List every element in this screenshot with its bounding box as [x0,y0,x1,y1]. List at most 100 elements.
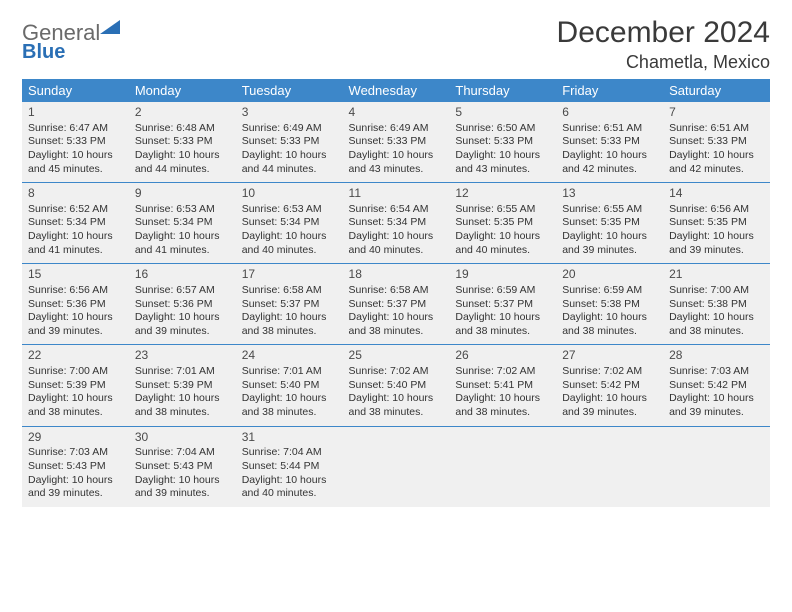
day-number: 4 [349,105,444,121]
sunrise-line: Sunrise: 6:56 AM [28,284,123,298]
day-number: 10 [242,186,337,202]
calendar-cell: 20Sunrise: 6:59 AMSunset: 5:38 PMDayligh… [556,264,663,345]
daylight-line: Daylight: 10 hours and 38 minutes. [455,311,550,338]
sunrise-line: Sunrise: 7:01 AM [242,365,337,379]
sunrise-line: Sunrise: 7:01 AM [135,365,230,379]
daylight-line: Daylight: 10 hours and 38 minutes. [562,311,657,338]
sunrise-line: Sunrise: 7:00 AM [669,284,764,298]
day-number: 9 [135,186,230,202]
day-number: 7 [669,105,764,121]
calendar-cell: 4Sunrise: 6:49 AMSunset: 5:33 PMDaylight… [343,102,450,183]
sunrise-line: Sunrise: 7:03 AM [28,446,123,460]
sunrise-line: Sunrise: 7:02 AM [455,365,550,379]
logo-word-2: Blue [22,42,120,62]
day-number: 11 [349,186,444,202]
day-number: 24 [242,348,337,364]
day-number: 6 [562,105,657,121]
sunset-line: Sunset: 5:35 PM [455,216,550,230]
calendar-cell: 30Sunrise: 7:04 AMSunset: 5:43 PMDayligh… [129,426,236,507]
calendar-week-row: 15Sunrise: 6:56 AMSunset: 5:36 PMDayligh… [22,264,770,345]
daylight-line: Daylight: 10 hours and 42 minutes. [562,149,657,176]
sunrise-line: Sunrise: 6:58 AM [349,284,444,298]
calendar-cell: 22Sunrise: 7:00 AMSunset: 5:39 PMDayligh… [22,345,129,426]
day-header: Friday [556,79,663,102]
header: General Blue December 2024 Chametla, Mex… [22,16,770,73]
daylight-line: Daylight: 10 hours and 38 minutes. [669,311,764,338]
calendar-cell: 29Sunrise: 7:03 AMSunset: 5:43 PMDayligh… [22,426,129,507]
sunrise-line: Sunrise: 6:49 AM [349,122,444,136]
day-header: Tuesday [236,79,343,102]
sunrise-line: Sunrise: 6:51 AM [562,122,657,136]
sunset-line: Sunset: 5:36 PM [135,298,230,312]
daylight-line: Daylight: 10 hours and 38 minutes. [135,392,230,419]
calendar-cell: 25Sunrise: 7:02 AMSunset: 5:40 PMDayligh… [343,345,450,426]
daylight-line: Daylight: 10 hours and 44 minutes. [242,149,337,176]
daylight-line: Daylight: 10 hours and 45 minutes. [28,149,123,176]
day-number: 28 [669,348,764,364]
calendar-week-row: 8Sunrise: 6:52 AMSunset: 5:34 PMDaylight… [22,183,770,264]
calendar-cell: 12Sunrise: 6:55 AMSunset: 5:35 PMDayligh… [449,183,556,264]
calendar-cell: 11Sunrise: 6:54 AMSunset: 5:34 PMDayligh… [343,183,450,264]
daylight-line: Daylight: 10 hours and 43 minutes. [349,149,444,176]
sunset-line: Sunset: 5:34 PM [349,216,444,230]
sunset-line: Sunset: 5:33 PM [28,135,123,149]
calendar-cell [343,426,450,507]
calendar-cell: 27Sunrise: 7:02 AMSunset: 5:42 PMDayligh… [556,345,663,426]
sunrise-line: Sunrise: 6:58 AM [242,284,337,298]
sunset-line: Sunset: 5:41 PM [455,379,550,393]
daylight-line: Daylight: 10 hours and 41 minutes. [135,230,230,257]
daylight-line: Daylight: 10 hours and 41 minutes. [28,230,123,257]
sunrise-line: Sunrise: 6:53 AM [242,203,337,217]
sunrise-line: Sunrise: 7:04 AM [135,446,230,460]
sunrise-line: Sunrise: 6:54 AM [349,203,444,217]
sunrise-line: Sunrise: 6:53 AM [135,203,230,217]
day-number: 1 [28,105,123,121]
day-number: 12 [455,186,550,202]
day-number: 20 [562,267,657,283]
calendar-cell: 17Sunrise: 6:58 AMSunset: 5:37 PMDayligh… [236,264,343,345]
calendar-cell: 26Sunrise: 7:02 AMSunset: 5:41 PMDayligh… [449,345,556,426]
location: Chametla, Mexico [557,52,770,73]
daylight-line: Daylight: 10 hours and 40 minutes. [455,230,550,257]
daylight-line: Daylight: 10 hours and 39 minutes. [669,392,764,419]
day-number: 22 [28,348,123,364]
calendar-cell: 5Sunrise: 6:50 AMSunset: 5:33 PMDaylight… [449,102,556,183]
day-header: Thursday [449,79,556,102]
sunset-line: Sunset: 5:34 PM [135,216,230,230]
daylight-line: Daylight: 10 hours and 38 minutes. [349,392,444,419]
calendar-cell: 14Sunrise: 6:56 AMSunset: 5:35 PMDayligh… [663,183,770,264]
calendar-week-row: 22Sunrise: 7:00 AMSunset: 5:39 PMDayligh… [22,345,770,426]
sunrise-line: Sunrise: 6:47 AM [28,122,123,136]
sunset-line: Sunset: 5:40 PM [242,379,337,393]
calendar-cell: 6Sunrise: 6:51 AMSunset: 5:33 PMDaylight… [556,102,663,183]
sunset-line: Sunset: 5:33 PM [669,135,764,149]
calendar-cell: 9Sunrise: 6:53 AMSunset: 5:34 PMDaylight… [129,183,236,264]
sunset-line: Sunset: 5:35 PM [669,216,764,230]
sunset-line: Sunset: 5:33 PM [135,135,230,149]
sunset-line: Sunset: 5:37 PM [242,298,337,312]
sunset-line: Sunset: 5:42 PM [562,379,657,393]
sunset-line: Sunset: 5:38 PM [562,298,657,312]
calendar-table: Sunday Monday Tuesday Wednesday Thursday… [22,79,770,507]
daylight-line: Daylight: 10 hours and 39 minutes. [28,311,123,338]
day-number: 23 [135,348,230,364]
sunset-line: Sunset: 5:36 PM [28,298,123,312]
day-number: 8 [28,186,123,202]
sunset-line: Sunset: 5:34 PM [242,216,337,230]
sunset-line: Sunset: 5:39 PM [135,379,230,393]
day-number: 31 [242,430,337,446]
sunrise-line: Sunrise: 7:02 AM [562,365,657,379]
day-header: Monday [129,79,236,102]
logo: General Blue [22,16,120,62]
sunset-line: Sunset: 5:38 PM [669,298,764,312]
calendar-cell: 24Sunrise: 7:01 AMSunset: 5:40 PMDayligh… [236,345,343,426]
day-number: 19 [455,267,550,283]
calendar-cell [663,426,770,507]
sunrise-line: Sunrise: 6:50 AM [455,122,550,136]
sunset-line: Sunset: 5:40 PM [349,379,444,393]
calendar-cell: 19Sunrise: 6:59 AMSunset: 5:37 PMDayligh… [449,264,556,345]
daylight-line: Daylight: 10 hours and 38 minutes. [28,392,123,419]
daylight-line: Daylight: 10 hours and 39 minutes. [562,392,657,419]
daylight-line: Daylight: 10 hours and 39 minutes. [135,311,230,338]
calendar-cell [449,426,556,507]
